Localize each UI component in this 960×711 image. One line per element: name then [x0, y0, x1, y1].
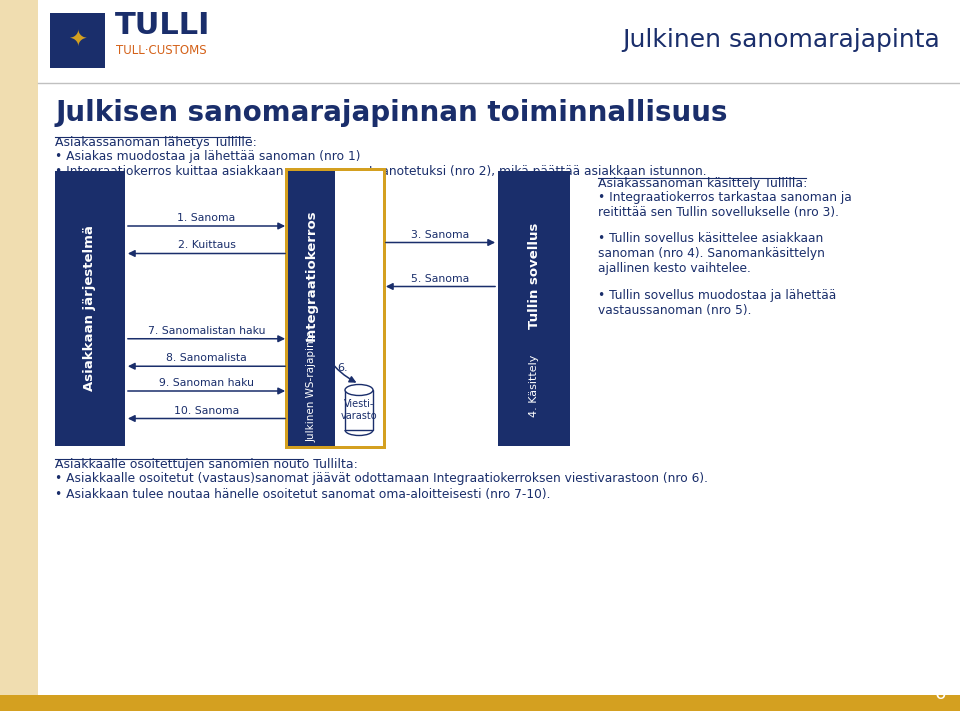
Text: 10. Sanoma: 10. Sanoma: [174, 405, 239, 415]
Text: Asiakassanoman käsittely Tullilla:: Asiakassanoman käsittely Tullilla:: [598, 177, 807, 190]
FancyBboxPatch shape: [288, 171, 335, 446]
Text: 6.: 6.: [337, 363, 348, 373]
Text: • Asiakkaan tulee noutaa hänelle osoitetut sanomat oma-aloitteisesti (nro 7-10).: • Asiakkaan tulee noutaa hänelle osoitet…: [55, 488, 550, 501]
Text: TULLI: TULLI: [115, 11, 210, 40]
Text: • Integraatiokerros kuittaa asiakkaan sanoman vastaanotetuksi (nro 2), mikä päät: • Integraatiokerros kuittaa asiakkaan sa…: [55, 165, 707, 178]
Text: Julkinen sanomarajapinta: Julkinen sanomarajapinta: [622, 28, 940, 52]
FancyBboxPatch shape: [0, 695, 960, 711]
Text: Asiakkaalle osoitettujen sanomien nouto Tullilta:: Asiakkaalle osoitettujen sanomien nouto …: [55, 458, 358, 471]
Text: 9. Sanoman haku: 9. Sanoman haku: [159, 378, 254, 388]
Ellipse shape: [345, 385, 373, 395]
Text: 7. Sanomalistan haku: 7. Sanomalistan haku: [148, 326, 265, 336]
Text: 3. Sanoma: 3. Sanoma: [412, 230, 469, 240]
FancyBboxPatch shape: [335, 171, 383, 446]
Text: 2. Kuittaus: 2. Kuittaus: [178, 240, 235, 250]
Text: Julkisen sanomarajapinnan toiminnallisuus: Julkisen sanomarajapinnan toiminnallisuu…: [55, 99, 728, 127]
Text: • Asiakas muodostaa ja lähettää sanoman (nro 1): • Asiakas muodostaa ja lähettää sanoman …: [55, 150, 361, 163]
Text: ✦: ✦: [68, 31, 86, 51]
Text: • Tullin sovellus käsittelee asiakkaan
sanoman (nro 4). Sanomankäsittelyn
ajalli: • Tullin sovellus käsittelee asiakkaan s…: [598, 232, 825, 275]
Text: TULL·CUSTOMS: TULL·CUSTOMS: [116, 45, 206, 58]
FancyBboxPatch shape: [345, 390, 373, 430]
Text: 1. Sanoma: 1. Sanoma: [178, 213, 235, 223]
Text: • Tullin sovellus muodostaa ja lähettää
vastaussanoman (nro 5).: • Tullin sovellus muodostaa ja lähettää …: [598, 289, 836, 317]
Text: • Integraatiokerros tarkastaa sanoman ja
reitittää sen Tullin sovellukselle (nro: • Integraatiokerros tarkastaa sanoman ja…: [598, 191, 852, 219]
Text: 6: 6: [934, 685, 946, 703]
Text: Tullin sovellus: Tullin sovellus: [527, 223, 540, 328]
Text: 4. Käsittely: 4. Käsittely: [529, 354, 539, 417]
Text: 5. Sanoma: 5. Sanoma: [412, 274, 469, 284]
Text: Asiakkaan järjestelmä: Asiakkaan järjestelmä: [84, 225, 97, 392]
Text: 8. Sanomalista: 8. Sanomalista: [166, 353, 247, 363]
Text: Viesti-
varasto: Viesti- varasto: [341, 399, 377, 421]
Text: Integraatiokerros: Integraatiokerros: [305, 210, 318, 341]
FancyBboxPatch shape: [50, 13, 105, 68]
FancyBboxPatch shape: [55, 171, 125, 446]
Text: • Asiakkaalle osoitetut (vastaus)sanomat jäävät odottamaan Integraatiokerroksen : • Asiakkaalle osoitetut (vastaus)sanomat…: [55, 472, 708, 485]
FancyBboxPatch shape: [285, 168, 386, 449]
Text: Julkinen WS-rajapinta: Julkinen WS-rajapinta: [306, 329, 317, 442]
Text: Asiakassanoman lähetys Tullille:: Asiakassanoman lähetys Tullille:: [55, 136, 257, 149]
FancyBboxPatch shape: [0, 0, 38, 711]
FancyBboxPatch shape: [498, 171, 570, 446]
